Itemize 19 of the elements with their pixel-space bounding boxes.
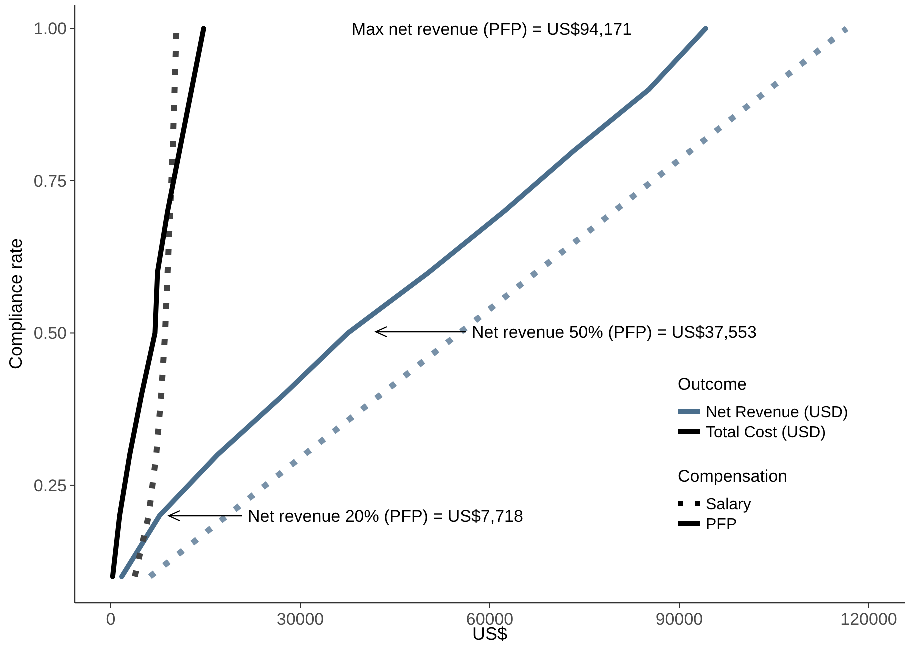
x-tick-label: 90000	[656, 610, 704, 629]
y-tick-label: 0.75	[34, 172, 67, 191]
x-tick-label: 120000	[840, 610, 898, 629]
y-tick-label: 1.00	[34, 20, 67, 39]
legend-title: Outcome	[678, 375, 747, 394]
annotation: Max net revenue (PFP) = US$94,171	[352, 20, 632, 39]
y-tick-label: 0.50	[34, 324, 67, 344]
annotation: Net revenue 50% (PFP) = US$37,553	[472, 322, 757, 342]
x-tick-label: 0	[106, 610, 116, 629]
annotation: PFP	[706, 516, 738, 534]
y-tick-label: 0.25	[34, 476, 67, 496]
x-axis-title: US$	[472, 624, 508, 644]
x-tick-label: 30000	[276, 610, 324, 629]
annotation: Compensation	[678, 467, 788, 486]
y-axis-title: Compliance rate	[6, 238, 26, 370]
annotation: Salary	[706, 496, 752, 514]
annotation: Net revenue 20% (PFP) = US$7,718	[248, 506, 524, 526]
legend-label: Net Revenue (USD)	[706, 404, 848, 422]
legend-label: Total Cost (USD)	[706, 424, 826, 442]
